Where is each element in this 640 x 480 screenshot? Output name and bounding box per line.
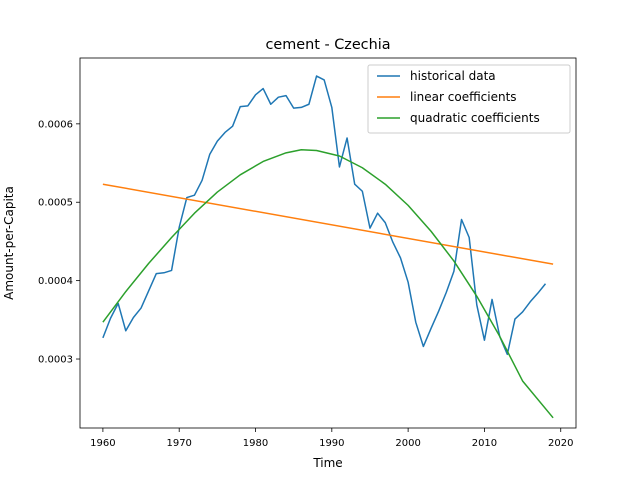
x-axis-label: Time: [312, 456, 342, 470]
x-tick-label: 1960: [90, 438, 115, 449]
plot-frame: [79, 57, 577, 429]
x-tick-label: 1980: [243, 438, 268, 449]
series-line-historical-data: [102, 75, 547, 356]
y-tick-label: 0.0004: [38, 276, 73, 287]
legend-label-historical: historical data: [410, 69, 496, 83]
x-tick-label: 2020: [548, 438, 573, 449]
legend-label-linear: linear coefficients: [410, 90, 517, 104]
x-axis-ticks: 1960 1970 1980 1990 2000 2010 2020: [90, 428, 573, 449]
y-tick-label: 0.0006: [38, 119, 73, 130]
plot-lines: [102, 75, 554, 419]
legend-box: [367, 64, 571, 134]
x-tick-label: 1990: [319, 438, 344, 449]
legend: historical data linear coefficients quad…: [367, 64, 571, 134]
x-tick-label: 2000: [395, 438, 420, 449]
series-line-quadratic-coefficients: [102, 148, 554, 419]
chart-title: cement - Czechia: [265, 37, 390, 53]
series-line-linear-coefficients: [102, 183, 554, 265]
x-tick-label: 2010: [472, 438, 497, 449]
x-tick-label: 1970: [166, 438, 191, 449]
y-tick-label: 0.0003: [38, 355, 73, 366]
y-axis-label: Amount-per-Capita: [2, 186, 16, 300]
legend-label-quadratic: quadratic coefficients: [410, 111, 540, 125]
y-tick-label: 0.0005: [38, 198, 73, 209]
y-axis-ticks: 0.0003 0.0004 0.0005 0.0006: [38, 119, 80, 366]
